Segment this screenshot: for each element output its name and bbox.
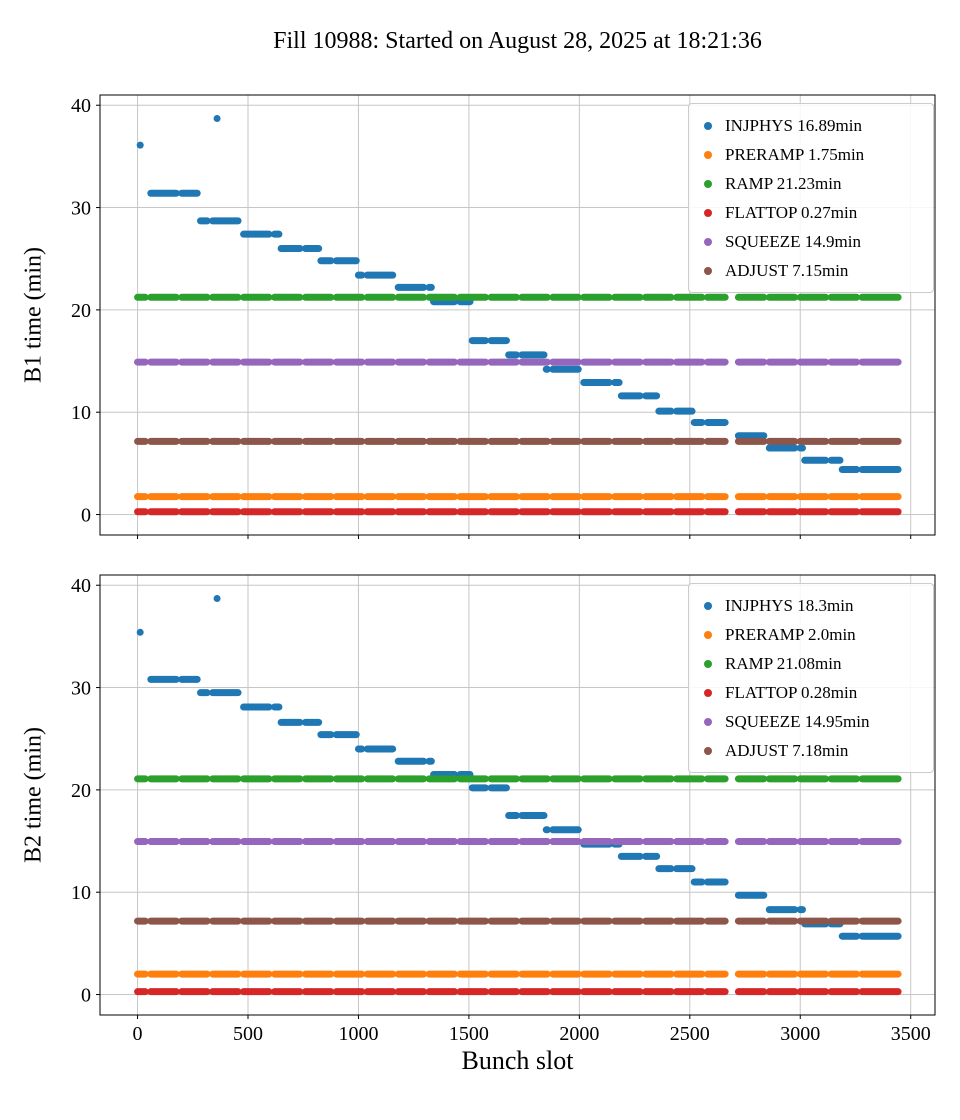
legend-marker-icon xyxy=(704,208,712,217)
y-tick-label: 0 xyxy=(81,985,91,1007)
x-tick-label: 3000 xyxy=(780,1023,820,1045)
legend-label: INJPHYS 18.3min xyxy=(725,595,854,615)
x-tick-label: 1000 xyxy=(338,1023,378,1045)
tick-labels: 0 10 20 30 40 xyxy=(71,95,91,526)
legend-marker-icon xyxy=(704,266,712,275)
legend-label: SQUEEZE 14.9min xyxy=(725,231,861,251)
series-injphys xyxy=(136,115,902,474)
x-tick-label: 500 xyxy=(233,1023,263,1045)
subplot-b2: 0 10 20 30 40 0 500 1000 1500 2000 2500 3000 3500 xyxy=(71,574,936,1045)
x-tick-label: 0 xyxy=(133,1023,143,1045)
legend-label: PRERAMP 1.75min xyxy=(725,144,865,164)
y-tick-label: 40 xyxy=(71,95,91,117)
legend-label: PRERAMP 2.0min xyxy=(725,624,856,644)
legend-label: ADJUST 7.15min xyxy=(725,260,849,280)
y-tick-label: 20 xyxy=(71,300,91,322)
legend-item-injphys: INJPHYS 18.3min xyxy=(689,591,933,620)
y-tick-label: 10 xyxy=(71,882,91,904)
y-tick-label: 30 xyxy=(71,678,91,700)
legend-label: ADJUST 7.18min xyxy=(725,740,849,760)
axes-spines xyxy=(99,574,936,1016)
legend-marker-icon xyxy=(704,717,712,726)
legend-marker-icon xyxy=(704,179,712,188)
y-tick-label: 30 xyxy=(71,198,91,220)
y-axis-label-b1: B1 time (min) xyxy=(20,247,47,383)
legend-marker-icon xyxy=(704,150,712,159)
legend-item-ramp: RAMP 21.08min xyxy=(689,649,933,678)
x-axis-label: Bunch slot xyxy=(461,1046,574,1075)
legend-item-flattop: FLATTOP 0.28min xyxy=(689,678,933,707)
legend-marker-icon xyxy=(704,601,712,610)
legend-item-squeeze: SQUEEZE 14.9min xyxy=(689,227,933,256)
legend-item-injphys: INJPHYS 16.89min xyxy=(689,111,933,140)
legend-item-adjust: ADJUST 7.15min xyxy=(689,256,933,285)
legend-b1: INJPHYS 16.89min PRERAMP 1.75min RAMP 21.2… xyxy=(688,103,934,293)
legend-item-preramp: PRERAMP 1.75min xyxy=(689,140,933,169)
x-tick-label: 2500 xyxy=(670,1023,710,1045)
y-axis-label-b2: B2 time (min) xyxy=(20,727,47,863)
legend-marker-icon xyxy=(704,630,712,639)
y-tick-label: 20 xyxy=(71,780,91,802)
chart-title: Fill 10988: Started on August 28, 2025 a… xyxy=(273,28,762,54)
ticks xyxy=(96,104,912,539)
legend-marker-icon xyxy=(704,688,712,697)
legend-label: RAMP 21.23min xyxy=(725,173,842,193)
legend-item-preramp: PRERAMP 2.0min xyxy=(689,620,933,649)
legend-marker-icon xyxy=(704,659,712,668)
legend-b2: INJPHYS 18.3min PRERAMP 2.0min RAMP 21.08m… xyxy=(688,583,934,773)
y-tick-label: 0 xyxy=(81,505,91,527)
legend-item-adjust: ADJUST 7.18min xyxy=(689,736,933,765)
legend-label: INJPHYS 16.89min xyxy=(725,115,862,135)
y-tick-label: 40 xyxy=(71,575,91,597)
legend-label: FLATTOP 0.27min xyxy=(725,202,858,222)
tick-labels: 0 10 20 30 40 0 500 1000 1500 2000 2500 3000 3500 xyxy=(71,575,931,1045)
legend-marker-icon xyxy=(704,121,712,130)
x-tick-label: 2000 xyxy=(559,1023,599,1045)
legend-marker-icon xyxy=(704,746,712,755)
legend-marker-icon xyxy=(704,237,712,246)
y-tick-label: 10 xyxy=(71,402,91,424)
x-tick-label: 1500 xyxy=(449,1023,489,1045)
legend-item-flattop: FLATTOP 0.27min xyxy=(689,198,933,227)
legend-item-squeeze: SQUEEZE 14.95min xyxy=(689,707,933,736)
legend-item-ramp: RAMP 21.23min xyxy=(689,169,933,198)
axes-spines xyxy=(99,94,936,536)
legend-label: RAMP 21.08min xyxy=(725,653,842,673)
legend-label: FLATTOP 0.28min xyxy=(725,682,858,702)
subplot-b1: 0 10 20 30 40 xyxy=(71,94,936,539)
ticks xyxy=(96,584,912,1019)
x-tick-label: 3500 xyxy=(891,1023,931,1045)
legend-label: SQUEEZE 14.95min xyxy=(725,711,870,731)
